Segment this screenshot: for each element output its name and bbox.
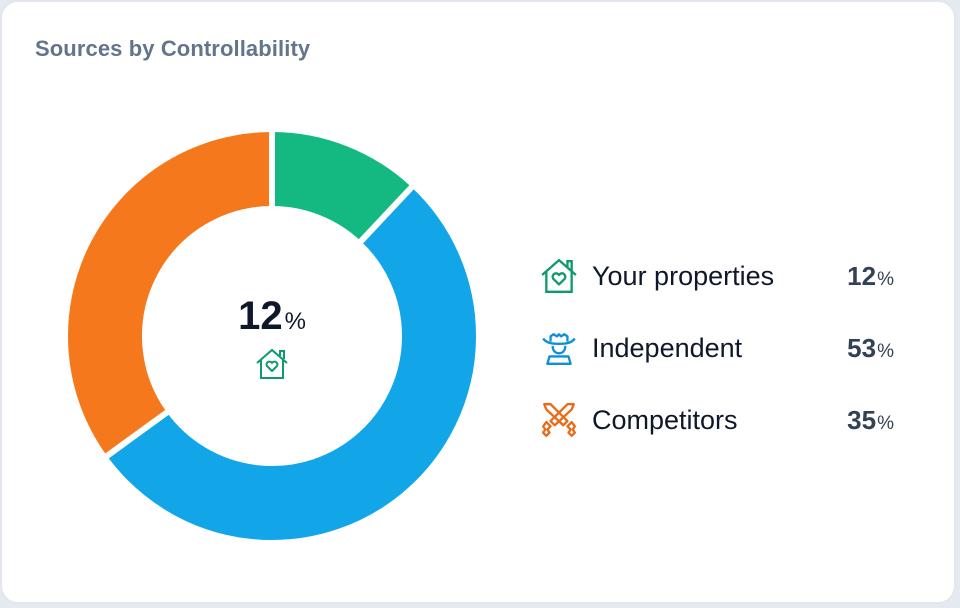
legend-value-number: 12 xyxy=(847,260,877,291)
legend-item-competitors[interactable]: Competitors 35% xyxy=(540,384,900,456)
legend-value-unit: % xyxy=(877,412,894,434)
crossed-swords-icon xyxy=(542,403,576,437)
slice-independent[interactable] xyxy=(100,180,482,546)
legend-value-number: 35 xyxy=(847,404,877,435)
legend-item-independent[interactable]: Independent 53% xyxy=(540,312,900,384)
cowboy-icon xyxy=(542,333,576,365)
legend-value-unit: % xyxy=(877,340,894,362)
legend-value: 53% xyxy=(804,333,894,364)
chart-legend: Your properties 12% Independent 53% Comp… xyxy=(540,240,900,456)
legend-label: Competitors xyxy=(592,404,738,435)
slice-competitors[interactable] xyxy=(62,125,275,462)
center-value: 12% xyxy=(172,292,372,346)
legend-label: Independent xyxy=(592,332,743,363)
legend-value-unit: % xyxy=(877,268,894,290)
center-value-number: 12 xyxy=(238,294,283,338)
legend-label: Your properties xyxy=(592,260,775,291)
house-heart-icon xyxy=(256,348,288,379)
legend-value: 35% xyxy=(804,405,894,436)
legend-value: 12% xyxy=(804,261,894,292)
house-heart-icon xyxy=(541,258,577,293)
legend-item-your-properties[interactable]: Your properties 12% xyxy=(540,240,900,312)
legend-value-number: 53 xyxy=(847,332,877,363)
center-value-unit: % xyxy=(284,308,306,335)
card-title: Sources by Controllability xyxy=(35,36,311,61)
